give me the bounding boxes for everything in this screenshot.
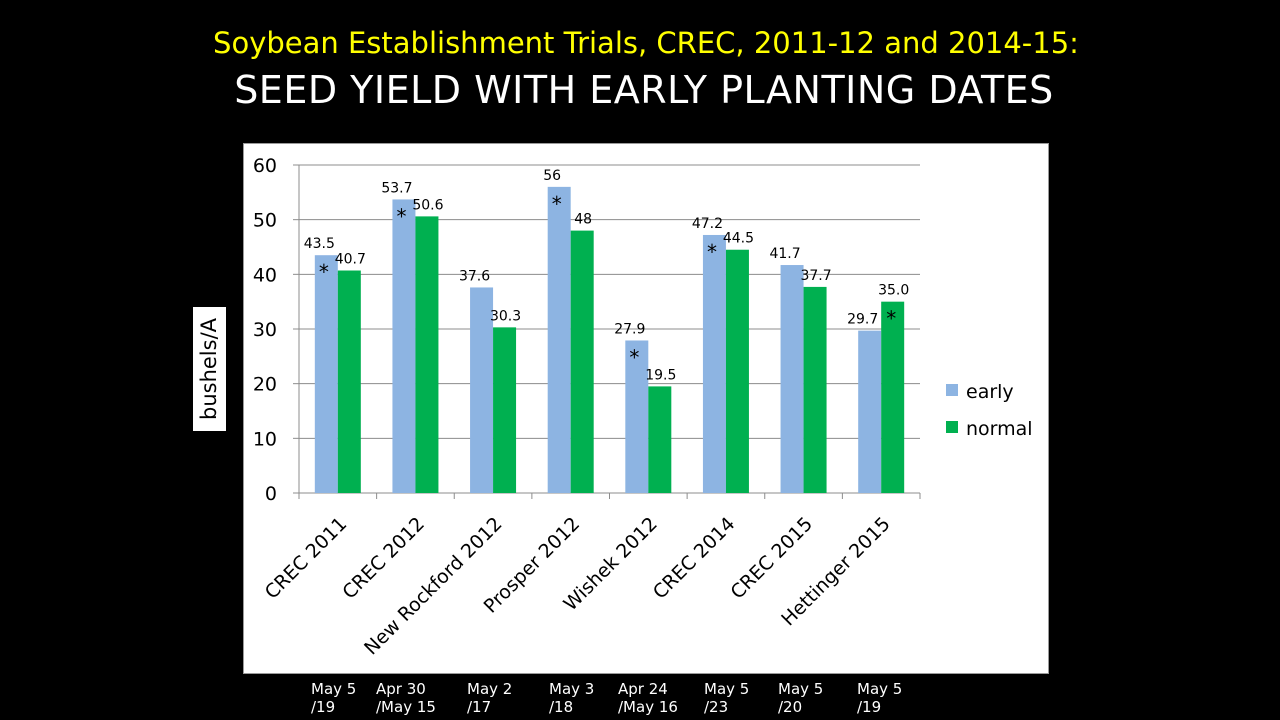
bar-early [702,234,726,493]
bar-early [314,255,338,493]
planting-date-normal: /20 [778,698,803,716]
planting-date-label: May 5/19 [857,680,947,716]
data-label-normal: 50.6 [412,197,443,213]
data-label-normal: 48 [574,212,592,228]
bar-normal [803,286,827,493]
bar-normal [648,386,672,493]
data-label-normal: 40.7 [335,252,366,268]
y-axis-label-box: bushels/A [193,307,226,431]
planting-date-early: May 5 [778,680,824,698]
bar-early [392,199,416,493]
planting-date-early: May 5 [704,680,750,698]
y-tick-label: 50 [253,210,277,232]
bar-early [858,330,882,493]
planting-date-early: May 3 [549,680,595,698]
planting-date-label: May 5/23 [704,680,794,716]
data-label-early: 53.7 [381,180,412,196]
legend-swatch-early [946,384,958,396]
legend-label-early: early [966,381,1014,403]
planting-date-early: May 2 [467,680,513,698]
planting-date-normal: /19 [857,698,882,716]
chart-title-line1: Soybean Establishment Trials, CREC, 2011… [213,26,1079,60]
significance-asterisk: * [629,345,639,369]
significance-asterisk: * [886,307,896,331]
bar-normal [725,249,749,493]
data-label-normal: 35.0 [878,283,909,299]
data-label-normal: 37.7 [800,268,831,284]
planting-date-early: Apr 24 [618,680,668,698]
planting-date-normal: /23 [704,698,729,716]
planting-date-label: Apr 30/May 15 [376,680,466,716]
planting-date-normal: /18 [549,698,574,716]
bar-normal [570,230,594,493]
data-label-early: 29.7 [847,312,878,328]
bar-early [780,265,804,493]
y-tick-label: 20 [253,374,277,396]
data-label-early: 56 [543,168,561,184]
data-label-normal: 30.3 [490,308,521,324]
y-tick-label: 40 [253,264,277,286]
y-tick-label: 0 [265,483,277,505]
significance-asterisk: * [396,204,406,228]
planting-date-normal: /May 16 [618,698,678,716]
planting-date-label: May 2/17 [467,680,557,716]
planting-date-label: May 5/20 [778,680,868,716]
bar-early [470,287,494,493]
planting-date-early: May 5 [857,680,903,698]
planting-date-label: May 5/19 [311,680,401,716]
legend-label-normal: normal [966,418,1033,440]
x-category-label: New Rockford 2012 [360,513,506,659]
data-label-early: 27.9 [614,321,645,337]
data-label-normal: 44.5 [723,231,754,247]
bar-early [547,186,571,493]
significance-asterisk: * [707,240,717,264]
planting-date-label: May 3/18 [549,680,639,716]
chart-title-line2: SEED YIELD WITH EARLY PLANTING DATES [234,68,1054,112]
data-label-early: 41.7 [769,246,800,262]
y-tick-label: 10 [253,428,277,450]
data-label-early: 47.2 [692,216,723,232]
significance-asterisk: * [319,260,329,284]
bar-normal [415,216,439,494]
planting-date-normal: /19 [311,698,336,716]
planting-date-normal: /May 15 [376,698,436,716]
planting-date-label: Apr 24/May 16 [618,680,708,716]
bar-normal [881,301,905,493]
bar-normal [493,327,517,493]
planting-date-early: May 5 [311,680,357,698]
data-label-early: 37.6 [459,268,490,284]
planting-date-normal: /17 [467,698,492,716]
data-label-normal: 19.5 [645,367,676,383]
x-category-label: CREC 2011 [261,513,352,604]
data-label-early: 43.5 [304,236,335,252]
y-tick-label: 30 [253,319,277,341]
planting-date-early: Apr 30 [376,680,426,698]
x-category-label: CREC 2014 [649,513,740,604]
significance-asterisk: * [552,192,562,216]
bar-normal [337,270,361,493]
bar-early [625,340,649,493]
y-tick-label: 60 [253,155,277,177]
legend-swatch-normal [946,421,958,433]
